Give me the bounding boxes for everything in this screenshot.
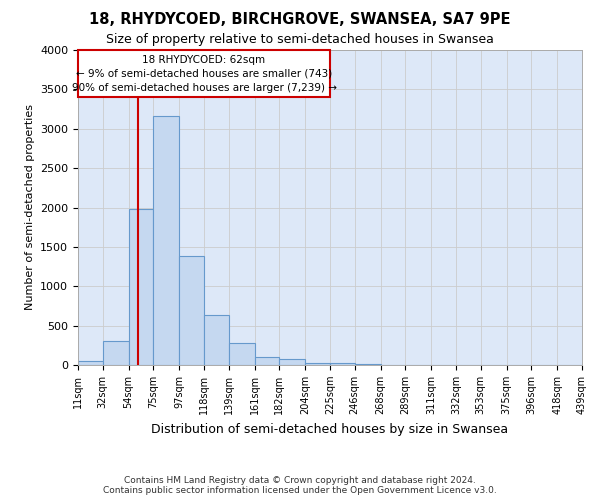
X-axis label: Distribution of semi-detached houses by size in Swansea: Distribution of semi-detached houses by … [151, 422, 509, 436]
Bar [305, 362, 330, 365]
Bar [103, 342, 128, 365]
Bar [78, 50, 330, 97]
Bar [179, 256, 204, 365]
Text: 18 RHYDYCOED: 62sqm
← 9% of semi-detached houses are smaller (743)
90% of semi-d: 18 RHYDYCOED: 62sqm ← 9% of semi-detache… [71, 54, 337, 92]
Bar [204, 316, 229, 365]
Bar [330, 364, 355, 365]
Text: Size of property relative to semi-detached houses in Swansea: Size of property relative to semi-detach… [106, 32, 494, 46]
Bar [280, 360, 305, 365]
Bar [229, 343, 254, 365]
Text: 18, RHYDYCOED, BIRCHGROVE, SWANSEA, SA7 9PE: 18, RHYDYCOED, BIRCHGROVE, SWANSEA, SA7 … [89, 12, 511, 28]
Bar [154, 116, 179, 365]
Text: Contains HM Land Registry data © Crown copyright and database right 2024.
Contai: Contains HM Land Registry data © Crown c… [103, 476, 497, 495]
Bar [128, 209, 154, 365]
Y-axis label: Number of semi-detached properties: Number of semi-detached properties [25, 104, 35, 310]
Bar [78, 361, 103, 365]
Bar [355, 364, 380, 365]
Bar [254, 357, 280, 365]
